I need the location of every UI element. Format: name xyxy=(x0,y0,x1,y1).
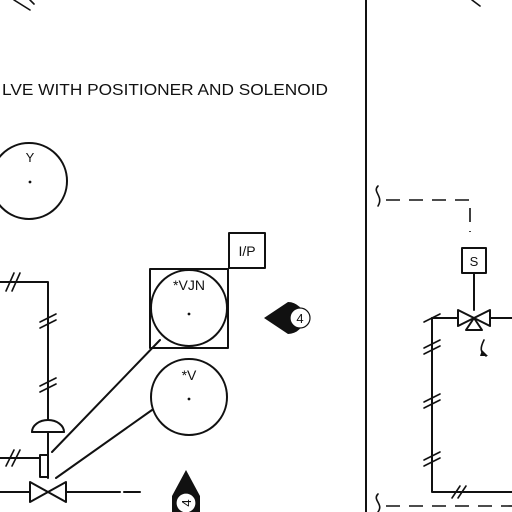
callout-marker-bottom: 4 xyxy=(172,470,200,512)
top-partial-arrow-marks xyxy=(13,0,481,11)
instrument-bubble-y: Y xyxy=(0,142,68,220)
connection-line-v xyxy=(55,409,153,479)
bubble-label-v: *V xyxy=(182,367,197,383)
dashed-signal-line-right xyxy=(375,185,512,512)
positioner-bubble-vjn: *VJN xyxy=(149,268,229,349)
control-valve-left xyxy=(0,419,141,503)
solenoid-box: S xyxy=(461,247,487,311)
bubble-label-y: Y xyxy=(26,150,35,165)
bubble-label-vjn: *VJN xyxy=(173,277,205,293)
connection-line-vjn xyxy=(51,339,161,453)
ip-converter-label: I/P xyxy=(238,243,255,259)
callout-label-bottom: 4 xyxy=(179,499,194,506)
ip-converter-box: I/P xyxy=(228,232,266,269)
instrument-bubble-v: *V xyxy=(150,358,228,436)
callout-marker-right: 4 xyxy=(264,302,311,334)
solenoid-label: S xyxy=(470,254,479,269)
callout-label-right: 4 xyxy=(296,311,303,326)
solenoid-valve-right xyxy=(423,309,512,499)
diagram-title: LVE WITH POSITIONER AND SOLENOID xyxy=(2,82,328,99)
signal-line-left xyxy=(0,272,57,421)
